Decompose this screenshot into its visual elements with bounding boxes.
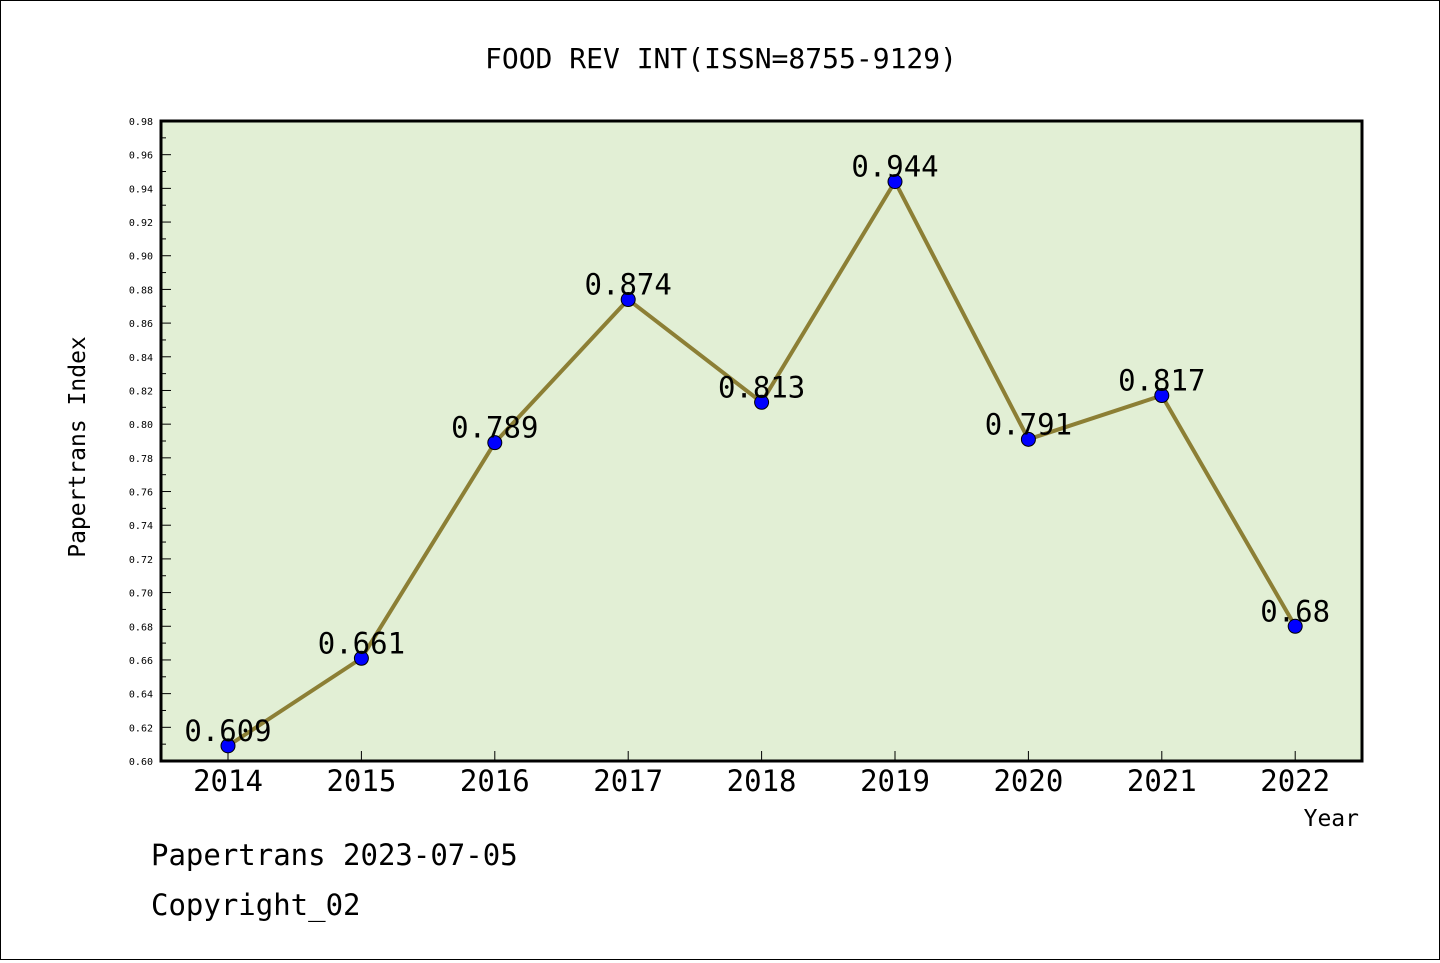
x-tick-label: 2018 bbox=[727, 764, 797, 798]
data-point bbox=[620, 292, 636, 308]
x-tick-label: 2017 bbox=[593, 764, 663, 798]
y-tick-label: 0.78 bbox=[129, 454, 153, 465]
y-tick-label: 0.60 bbox=[129, 757, 153, 768]
data-label: 0.944 bbox=[851, 150, 938, 184]
data-point bbox=[487, 435, 503, 451]
y-tick-label: 0.74 bbox=[129, 521, 153, 532]
data-point bbox=[1154, 388, 1170, 404]
x-axis: 2014 2015 2016 2017 2018 2019 2020 2021 2022 bbox=[193, 751, 1330, 798]
x-axis-label: Year bbox=[1304, 806, 1359, 832]
y-tick-label: 0.86 bbox=[129, 319, 153, 330]
y-tick-label: 0.76 bbox=[129, 488, 153, 499]
chart-title: FOOD REV INT(ISSN=8755-9129) bbox=[485, 42, 957, 75]
y-tick-label: 0.84 bbox=[129, 353, 153, 364]
footer-date-label: Papertrans 2023-07-05 bbox=[151, 838, 518, 872]
y-axis-label: Papertrans Index bbox=[65, 336, 91, 558]
x-tick-label: 2022 bbox=[1260, 764, 1330, 798]
data-label: 0.874 bbox=[585, 268, 672, 302]
y-tick-label: 0.94 bbox=[129, 184, 153, 195]
y-tick-label: 0.96 bbox=[129, 151, 153, 162]
y-axis: 0.60 0.62 0.64 0.66 0.68 0.70 0.72 0.74 0.76 0.78… bbox=[129, 117, 171, 768]
data-label: 0.791 bbox=[985, 407, 1072, 441]
y-tick-label: 0.82 bbox=[129, 386, 153, 397]
data-label: 0.817 bbox=[1118, 364, 1205, 398]
data-point bbox=[1287, 618, 1303, 634]
x-tick-label: 2016 bbox=[460, 764, 530, 798]
y-tick-label: 0.88 bbox=[129, 285, 153, 296]
y-tick-label: 0.68 bbox=[129, 622, 153, 633]
y-tick-label: 0.92 bbox=[129, 218, 153, 229]
y-tick-label: 0.80 bbox=[129, 420, 153, 431]
data-point bbox=[353, 650, 369, 666]
data-label: 0.789 bbox=[451, 411, 538, 445]
data-label: 0.813 bbox=[718, 370, 805, 404]
y-tick-label: 0.72 bbox=[129, 555, 153, 566]
data-point bbox=[887, 174, 903, 190]
y-tick-label: 0.62 bbox=[129, 723, 153, 734]
x-tick-label: 2021 bbox=[1127, 764, 1197, 798]
y-tick-label: 0.70 bbox=[129, 589, 153, 600]
data-point bbox=[754, 394, 770, 410]
footer-copyright-label: Copyright_02 bbox=[151, 888, 361, 923]
x-tick-label: 2020 bbox=[993, 764, 1063, 798]
y-tick-label: 0.98 bbox=[129, 117, 153, 128]
y-tick-label: 0.66 bbox=[129, 656, 153, 667]
plot-area bbox=[159, 119, 1364, 763]
data-label: 0.68 bbox=[1260, 594, 1330, 628]
x-tick-label: 2015 bbox=[326, 764, 396, 798]
data-label: 0.609 bbox=[184, 714, 271, 748]
x-tick-label: 2014 bbox=[193, 764, 263, 798]
y-tick-label: 0.90 bbox=[129, 252, 153, 263]
series-layer: 0.609 0.661 0.789 0.874 0.813 0.944 0.791 0.817… bbox=[184, 150, 1330, 754]
y-tick-label: 0.64 bbox=[129, 690, 153, 701]
x-tick-label: 2019 bbox=[860, 764, 930, 798]
data-point bbox=[1020, 431, 1036, 447]
data-point bbox=[220, 738, 236, 754]
data-label: 0.661 bbox=[318, 626, 405, 660]
